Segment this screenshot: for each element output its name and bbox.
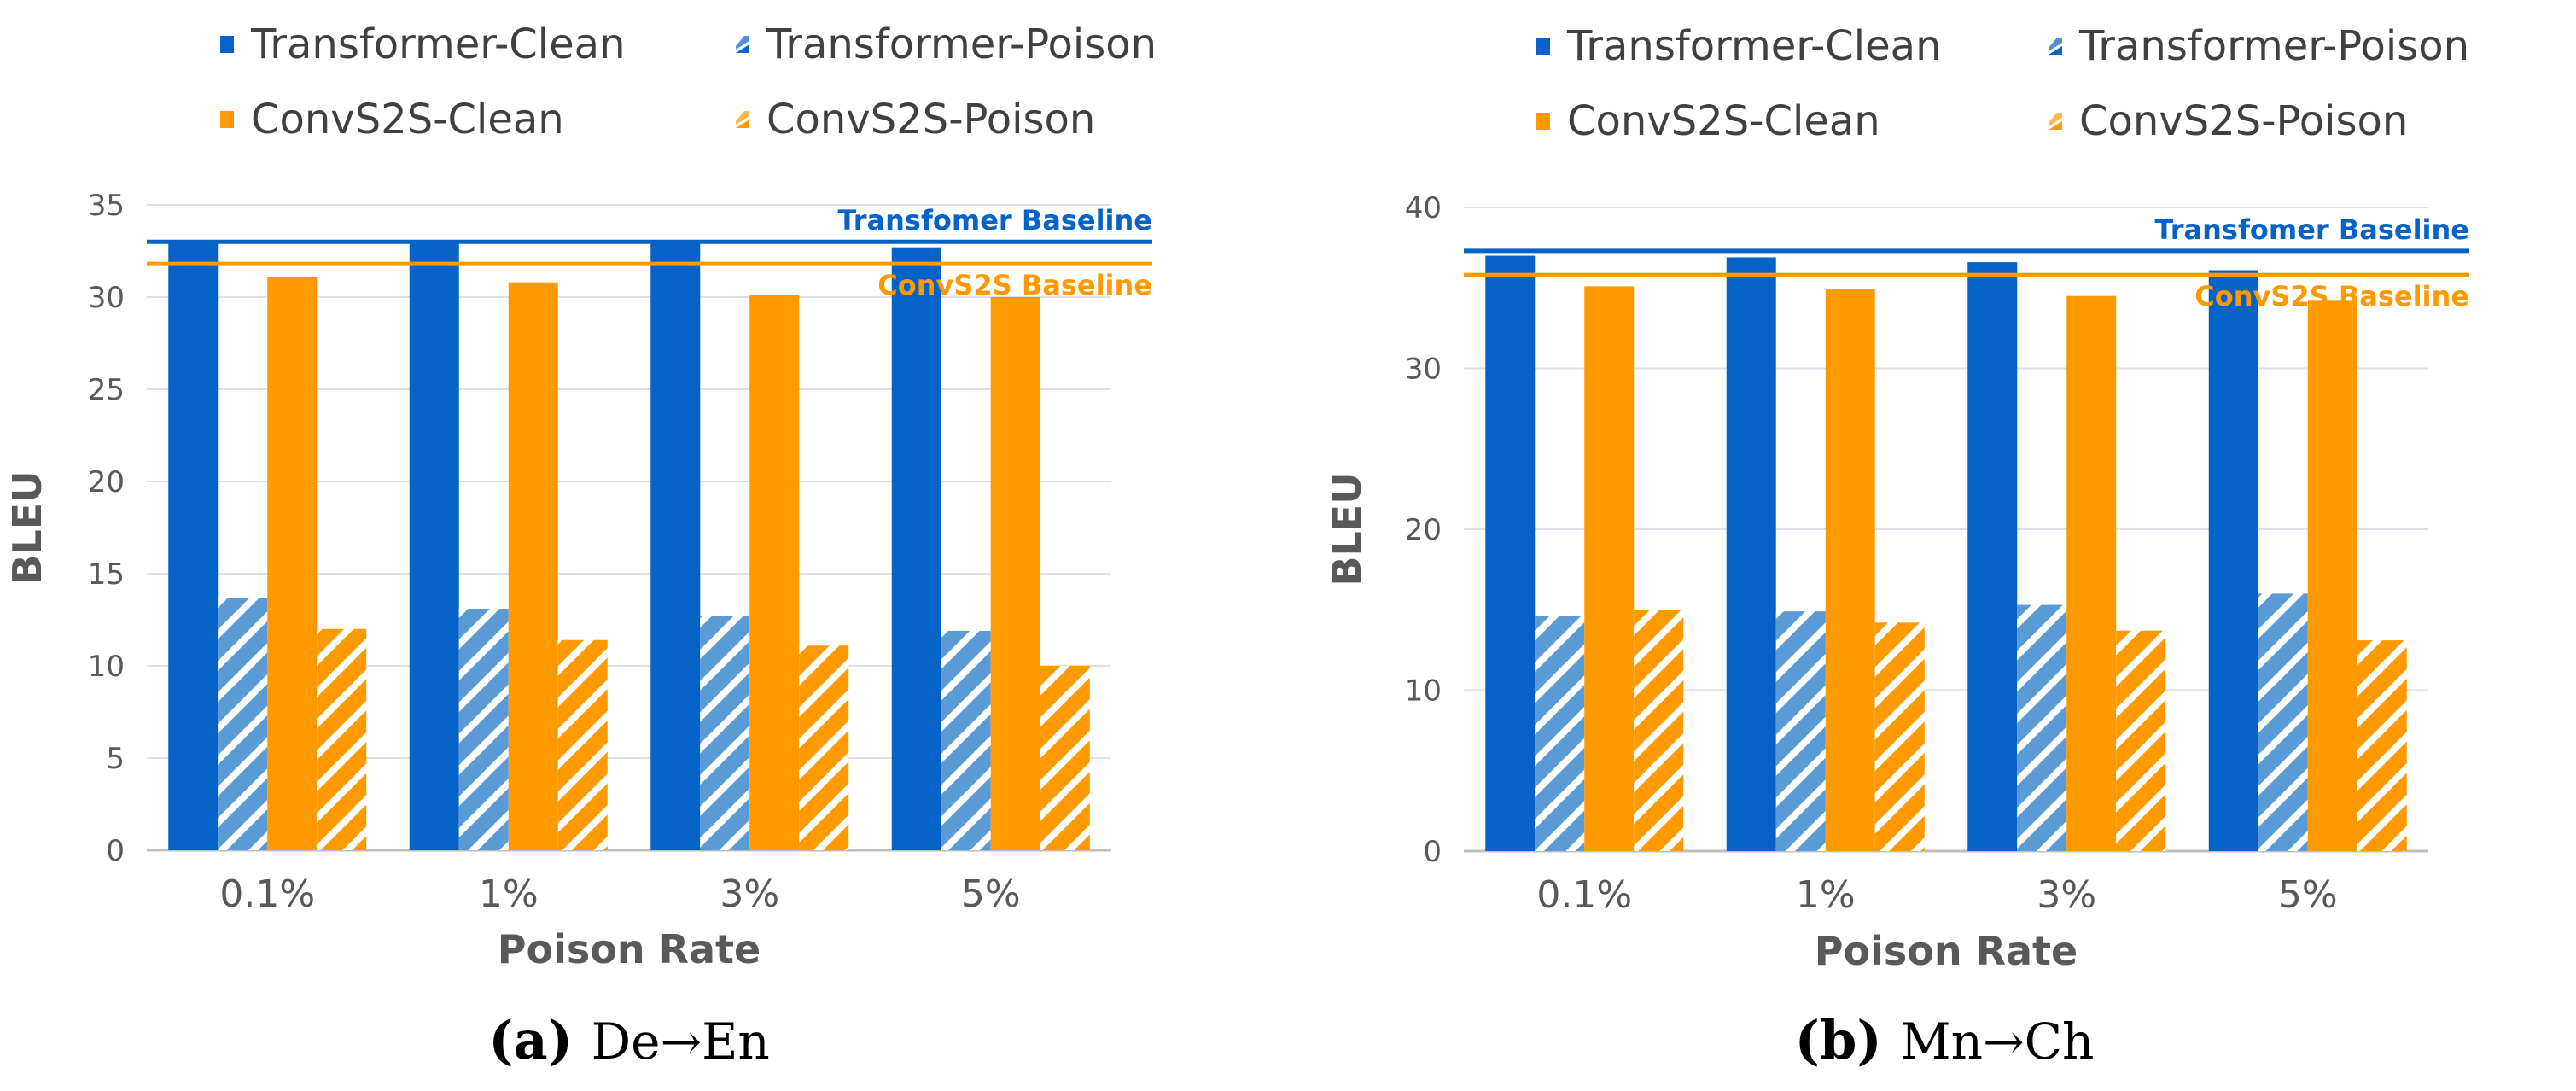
x-tick-label: 1% xyxy=(479,872,539,916)
bar-transformer-clean[interactable] xyxy=(1485,255,1536,851)
legend-swatch xyxy=(736,44,749,53)
legend-label: Transformer-Poison xyxy=(2078,22,2469,70)
bar-transformer-clean[interactable] xyxy=(2208,270,2258,851)
legend-label: ConvS2S-Clean xyxy=(251,96,564,143)
bar-convs2s-clean[interactable] xyxy=(2066,295,2117,851)
subfigure-caption: (b) Mn→Ch xyxy=(1795,1009,2095,1071)
x-axis-title: Poison Rate xyxy=(498,926,761,972)
caption-text: De→En xyxy=(592,1012,770,1071)
bar-convs2s-clean[interactable] xyxy=(990,297,1040,850)
y-tick-label: 20 xyxy=(88,465,125,499)
bar-convs2s-clean[interactable] xyxy=(1825,289,1875,851)
bar-transformer-poison[interactable] xyxy=(458,609,509,850)
y-tick-label: 20 xyxy=(1405,513,1442,547)
x-axis-title: Poison Rate xyxy=(1815,928,2078,974)
legend-swatch-hatch xyxy=(2049,113,2062,126)
x-tick-label: 5% xyxy=(2278,873,2338,917)
bar-convs2s-clean[interactable] xyxy=(2307,300,2357,852)
bar-convs2s-poison[interactable] xyxy=(799,645,849,850)
y-tick-label: 5 xyxy=(106,742,125,776)
y-tick-label: 15 xyxy=(88,557,125,592)
bar-transformer-poison[interactable] xyxy=(218,598,268,850)
legend-label: Transformer-Clean xyxy=(250,20,626,68)
caption-text: Mn→Ch xyxy=(1900,1012,2094,1071)
bar-convs2s-poison[interactable] xyxy=(2116,630,2166,851)
subfigure-caption: (a) De→En xyxy=(488,1009,770,1071)
bar-transformer-poison[interactable] xyxy=(941,630,991,850)
y-tick-label: 10 xyxy=(88,650,125,684)
legend-swatch xyxy=(220,111,234,128)
x-tick-label: 5% xyxy=(961,872,1021,916)
bar-convs2s-clean[interactable] xyxy=(749,295,800,851)
legend-label: Transformer-Clean xyxy=(1566,22,1942,70)
legend-label: ConvS2S-Poison xyxy=(766,96,1095,143)
bar-transformer-clean[interactable] xyxy=(409,242,459,850)
convs2s-baseline-label: ConvS2S Baseline xyxy=(2194,280,2469,312)
legend-label: Transformer-Poison xyxy=(766,20,1157,68)
y-tick-label: 0 xyxy=(106,834,125,868)
legend-label: ConvS2S-Poison xyxy=(2079,97,2408,145)
y-axis-title: BLEU xyxy=(4,470,50,584)
legend-swatch xyxy=(1536,38,1550,55)
y-tick-label: 30 xyxy=(88,281,125,315)
bar-convs2s-poison[interactable] xyxy=(1040,666,1090,850)
bar-convs2s-poison[interactable] xyxy=(2357,640,2407,851)
y-tick-label: 25 xyxy=(88,373,125,407)
legend-swatch xyxy=(1536,113,1550,130)
chart-a: Transformer-Clean Transformer-Poison ConvS… xyxy=(4,20,1157,1071)
bar-transformer-poison[interactable] xyxy=(1775,611,1826,851)
legend-label: ConvS2S-Clean xyxy=(1567,97,1880,145)
bar-transformer-clean[interactable] xyxy=(1967,262,2018,852)
y-tick-label: 40 xyxy=(1405,191,1442,225)
bar-convs2s-poison[interactable] xyxy=(1874,622,1925,851)
bar-transformer-poison[interactable] xyxy=(2017,604,2067,851)
y-tick-label: 30 xyxy=(1405,353,1442,387)
x-tick-label: 3% xyxy=(2037,873,2096,917)
caption-label: (a) xyxy=(488,1009,591,1071)
bar-transformer-poison[interactable] xyxy=(700,616,750,850)
y-tick-label: 35 xyxy=(88,189,125,223)
y-tick-label: 10 xyxy=(1405,674,1442,709)
bar-transformer-clean[interactable] xyxy=(168,242,219,850)
caption-label: (b) xyxy=(1795,1009,1901,1071)
convs2s-baseline-label: ConvS2S Baseline xyxy=(877,269,1152,301)
legend-swatch xyxy=(220,36,234,53)
transformer-baseline-label: Transfomer Baseline xyxy=(837,204,1152,236)
bar-transformer-poison[interactable] xyxy=(2258,593,2308,851)
bar-convs2s-clean[interactable] xyxy=(267,277,318,850)
x-tick-label: 1% xyxy=(1796,873,1856,917)
bar-transformer-clean[interactable] xyxy=(891,247,941,850)
legend-swatch xyxy=(2049,121,2062,130)
legend-swatch-hatch xyxy=(2049,38,2062,51)
bar-convs2s-poison[interactable] xyxy=(317,628,367,850)
bar-convs2s-poison[interactable] xyxy=(1634,610,1684,851)
legend-swatch-hatch xyxy=(736,36,749,50)
bar-transformer-poison[interactable] xyxy=(1535,616,1585,851)
legend-swatch-hatch xyxy=(736,111,749,125)
y-tick-label: 0 xyxy=(1423,835,1442,869)
bar-transformer-clean[interactable] xyxy=(1726,257,1776,851)
legend-swatch xyxy=(2049,46,2062,55)
bar-convs2s-clean[interactable] xyxy=(1584,286,1635,851)
bar-convs2s-poison[interactable] xyxy=(557,639,608,850)
y-axis-title: BLEU xyxy=(1324,472,1370,586)
legend-swatch xyxy=(736,120,749,128)
chart-b: Transformer-Clean Transformer-Poison ConvS… xyxy=(1324,22,2469,1071)
x-tick-label: 3% xyxy=(720,872,779,916)
bar-convs2s-clean[interactable] xyxy=(508,282,558,851)
transformer-baseline-label: Transfomer Baseline xyxy=(2154,213,2469,246)
x-tick-label: 0.1% xyxy=(219,872,315,916)
bar-transformer-clean[interactable] xyxy=(650,243,701,850)
x-tick-label: 0.1% xyxy=(1536,873,1632,917)
